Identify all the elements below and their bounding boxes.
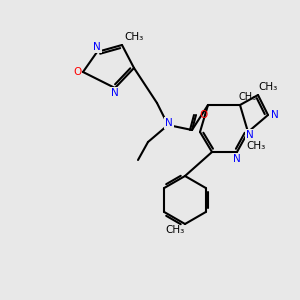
Text: O: O: [73, 67, 81, 77]
Text: N: N: [246, 130, 254, 140]
Text: N: N: [233, 154, 241, 164]
Text: N: N: [271, 110, 279, 120]
Text: CH₃: CH₃: [246, 141, 266, 151]
Text: N: N: [165, 118, 173, 128]
Text: N: N: [93, 42, 101, 52]
Text: CH₃: CH₃: [165, 225, 184, 235]
Text: CH₃: CH₃: [124, 32, 144, 42]
Text: CH₃: CH₃: [258, 82, 278, 92]
Text: O: O: [199, 110, 207, 120]
Text: CH₃: CH₃: [239, 92, 257, 102]
Text: N: N: [111, 88, 119, 98]
